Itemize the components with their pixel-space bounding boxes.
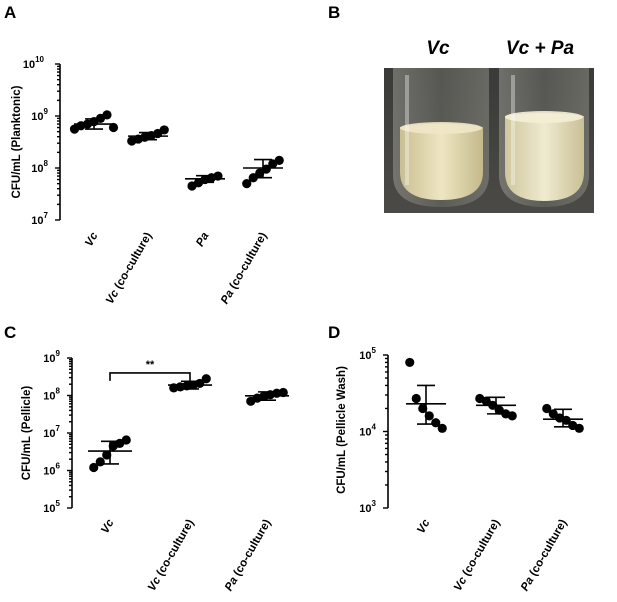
y-axis-label: CFU/mL (Pellicle Wash) <box>336 366 348 494</box>
culture-tubes-photo <box>384 68 594 213</box>
data-point <box>561 415 571 425</box>
y-tick-label: 108 <box>43 387 60 403</box>
y-tick-label: 105 <box>359 346 376 362</box>
data-point <box>278 387 288 398</box>
category-label: Pa (co-culture) <box>519 517 570 593</box>
category-label: Vc (co-culture) <box>104 230 155 306</box>
category-label: Vc <box>415 517 433 536</box>
y-tick-label: 109 <box>43 349 60 365</box>
data-point <box>437 423 447 433</box>
panel-label-d: D <box>328 323 340 342</box>
data-point <box>481 396 491 406</box>
photo-label-vc-pa: Vc + Pa <box>506 38 575 59</box>
category-label: Pa (co-culture) <box>219 230 270 306</box>
category-label: Pa <box>194 230 212 249</box>
data-point <box>102 110 112 120</box>
data-point <box>418 403 428 414</box>
y-tick-label: 108 <box>31 159 48 175</box>
significance-label: ** <box>146 359 155 371</box>
panel-label-c: C <box>4 323 16 342</box>
category-label: Vc <box>83 230 101 249</box>
data-point <box>542 403 552 414</box>
category-label: Vc (co-culture) <box>146 517 197 593</box>
y-tick-label: 109 <box>31 107 48 123</box>
panel-label-b: B <box>328 3 340 22</box>
y-tick-label: 107 <box>43 424 60 440</box>
data-point <box>201 374 211 384</box>
data-point <box>405 357 415 368</box>
data-point <box>159 125 169 135</box>
chart-c: 105 106 107 108 109 CFU/mL (Pellicle) Vc Vc (co… <box>21 349 289 593</box>
y-axis-label: CFU/mL (Planktonic) <box>11 85 23 198</box>
data-point <box>274 155 284 166</box>
y-tick-label: 1010 <box>23 55 45 71</box>
data-point <box>95 457 105 467</box>
data-point <box>574 423 584 433</box>
data-point <box>261 164 271 174</box>
data-point <box>248 173 258 183</box>
data-point <box>424 411 434 421</box>
data-point <box>102 450 112 460</box>
chart-d: 103 104 105 CFU/mL (Pellicle Wash) Vc Vc (co-… <box>336 346 584 593</box>
y-tick-label: 104 <box>359 423 376 439</box>
photo-label-vc: Vc <box>426 38 450 59</box>
significance-bracket <box>109 372 191 381</box>
category-label: Pa (co-culture) <box>223 517 274 593</box>
data-point <box>431 418 441 428</box>
data-point <box>108 122 119 133</box>
y-tick-label: 103 <box>359 499 376 515</box>
data-point <box>89 462 99 473</box>
data-point <box>411 393 421 404</box>
y-tick-label: 106 <box>43 462 60 478</box>
data-point <box>242 179 252 189</box>
category-label: Vc <box>99 517 117 536</box>
category-label: Vc (co-culture) <box>452 517 503 593</box>
y-tick-label: 105 <box>43 499 60 515</box>
y-axis-label: CFU/mL (Pellicle) <box>21 386 33 481</box>
panel-label-a: A <box>4 3 16 22</box>
y-tick-label: 107 <box>31 211 48 227</box>
data-point <box>507 411 517 421</box>
data-point <box>121 435 131 445</box>
